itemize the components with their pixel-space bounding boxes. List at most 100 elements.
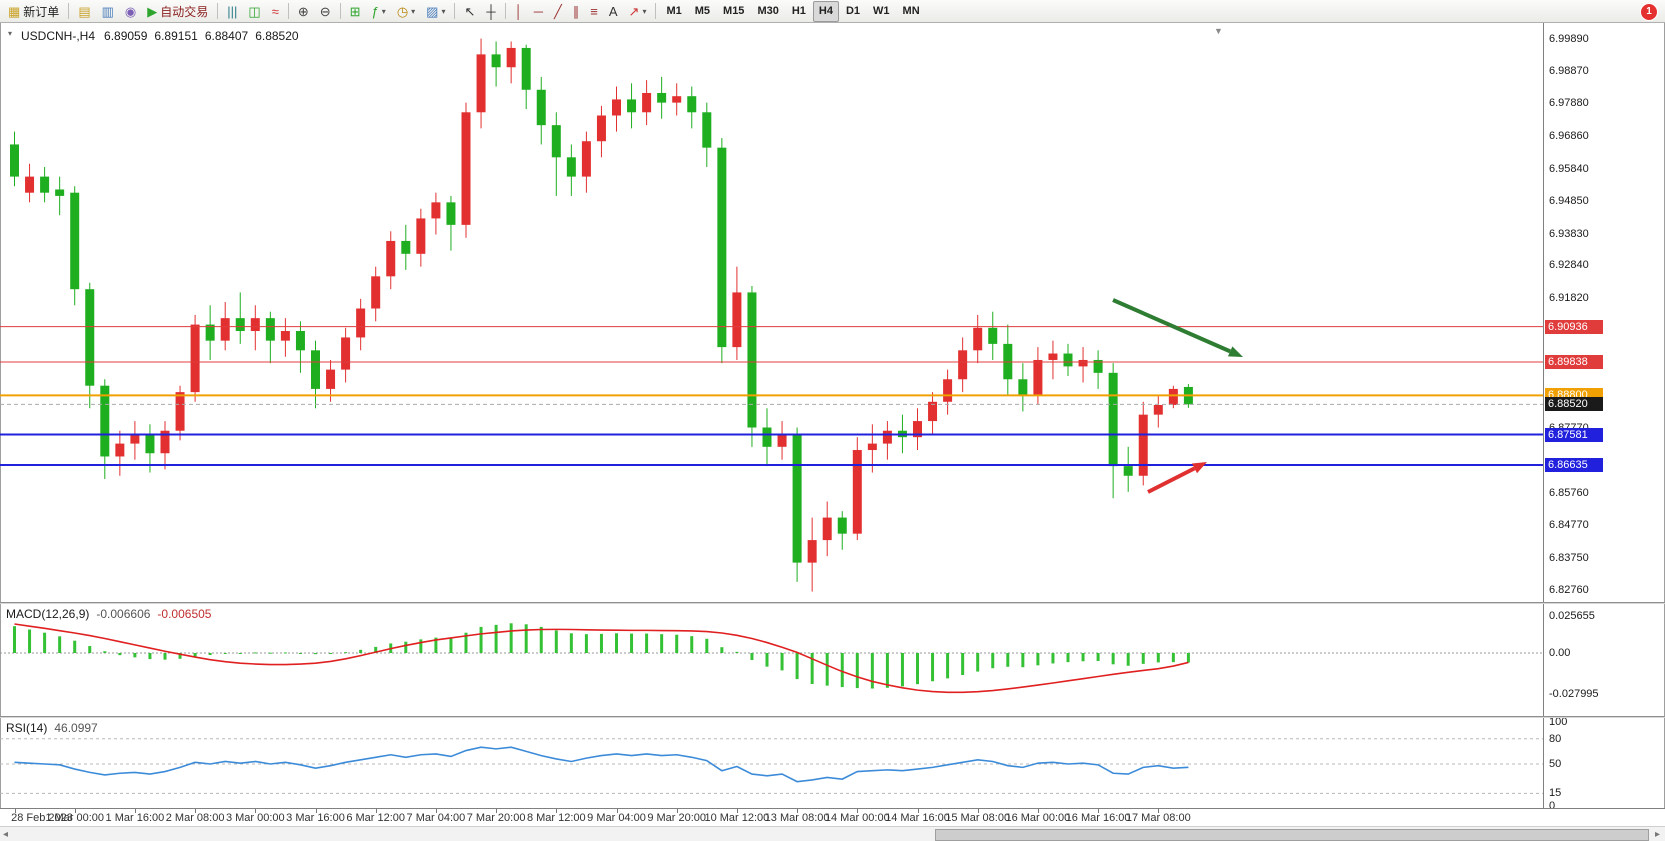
timeframe-mn-button[interactable]: MN [897, 1, 926, 22]
price-tick-label: 6.85760 [1549, 487, 1589, 500]
horizontal-scrollbar[interactable]: ◂ ▸ [0, 826, 1665, 841]
play-icon: ▶ [147, 3, 158, 19]
time-axis-label: 14 Mar 00:00 [824, 812, 890, 824]
data-window-button[interactable]: ▥ [97, 1, 119, 22]
arrows-button[interactable]: ↗ ▾ [624, 1, 652, 22]
time-axis-label: 28 Feb 2023 [11, 812, 73, 824]
time-axis-tick [315, 809, 317, 813]
toolbar-separator [287, 3, 289, 19]
one-click-trading-icon[interactable]: ▾ [8, 29, 13, 38]
notification-badge[interactable]: 1 [1640, 3, 1658, 21]
timeframe-m30-button[interactable]: M30 [751, 1, 784, 22]
macd-signal-value: -0.006505 [157, 607, 212, 621]
horizontal-line-button[interactable]: ─ [529, 1, 548, 22]
new-order-button-label: 新订单 [23, 4, 60, 19]
line-chart-icon: ≈ [271, 3, 279, 19]
timeframe-m15-button[interactable]: M15 [717, 1, 750, 22]
time-axis-tick [74, 809, 76, 813]
time-axis-tick [375, 809, 377, 813]
scrollbar-thumb[interactable] [935, 829, 1649, 841]
rsi-line [14, 746, 1189, 783]
time-axis-label: 10 Mar 12:00 [704, 812, 770, 824]
templates-button[interactable]: ▨ ▾ [421, 1, 450, 22]
help-icon: ◉ [124, 3, 137, 19]
zoom-in-icon: ⊕ [297, 3, 309, 19]
price-tick-label: 6.94850 [1549, 194, 1589, 207]
toolbar-separator [68, 3, 70, 19]
price-axis[interactable]: 6.99890 6.98870 6.97880 6.96860 6.95840 6.948… [1543, 23, 1664, 812]
time-axis-label: 2 Mar 08:00 [165, 812, 225, 824]
price-tick-label: 6.95840 [1549, 162, 1589, 175]
timeframe-w1-button[interactable]: W1 [867, 1, 896, 22]
main-chart-canvas[interactable] [0, 23, 1543, 602]
arrows-icon: ↗ [628, 3, 640, 19]
time-axis-label: 1 Mar 00:00 [45, 812, 105, 824]
arrow-annotations[interactable] [1112, 298, 1243, 494]
help-button[interactable]: ◉ [120, 1, 141, 22]
channel-button[interactable]: ∥ [568, 1, 585, 22]
candlestick-chart-button[interactable]: ◫ [243, 1, 265, 22]
time-axis-label: 9 Mar 20:00 [647, 812, 707, 824]
price-tick-label: 6.91820 [1549, 292, 1589, 305]
fibonacci-button[interactable]: ≡ [585, 1, 603, 22]
timeframe-m30-button-label: M30 [757, 5, 779, 17]
scroll-left-icon[interactable]: ◂ [3, 829, 9, 840]
timeframe-h1-button-label: H1 [791, 5, 806, 17]
crosshair-button[interactable]: ┼ [481, 1, 500, 22]
caret-down-icon: ▾ [441, 6, 446, 16]
macd-panel-canvas[interactable] [0, 604, 1543, 716]
price-tick-label: 6.92840 [1549, 259, 1589, 272]
time-axis-label: 6 Mar 12:00 [346, 812, 406, 824]
rsi-panel-canvas[interactable] [0, 718, 1543, 808]
zoom-out-button[interactable]: ⊖ [315, 1, 336, 22]
zoom-in-button[interactable]: ⊕ [293, 1, 314, 22]
rsi-value: 46.0997 [54, 721, 98, 735]
autotrading-button[interactable]: ▶ 自动交易 [142, 1, 213, 22]
timeframe-d1-button[interactable]: D1 [840, 1, 866, 22]
price-tick-label: 6.97880 [1549, 97, 1589, 110]
cursor-icon: ↖ [464, 3, 476, 19]
horizontal-line-icon: ─ [533, 3, 543, 19]
time-axis-label: 8 Mar 12:00 [526, 812, 586, 824]
time-axis-tick [797, 809, 799, 813]
vertical-line-button[interactable]: │ [510, 1, 528, 22]
time-axis-tick [195, 809, 197, 813]
timeframe-m5-button[interactable]: M5 [689, 1, 716, 22]
timeframe-mn-button-label: MN [902, 5, 920, 17]
tile-windows-button[interactable]: ⊞ [345, 1, 366, 22]
bars-chart-button[interactable]: ||| [222, 1, 242, 22]
green-down-arrow[interactable] [1112, 298, 1243, 357]
horizontal-level-lines[interactable] [0, 326, 1543, 466]
timeframe-h1-button[interactable]: H1 [786, 1, 812, 22]
layouts-button[interactable]: ▤ [73, 1, 95, 22]
caret-down-icon: ▾ [411, 6, 416, 16]
cursor-button[interactable]: ↖ [459, 1, 480, 22]
trendline-button[interactable]: ╱ [549, 1, 567, 22]
red-up-arrow[interactable] [1147, 462, 1207, 494]
zoom-out-icon: ⊖ [319, 3, 331, 19]
scroll-right-icon[interactable]: ▸ [1654, 829, 1660, 840]
chart-close-value: 6.88520 [255, 29, 299, 43]
macd-histogram [13, 623, 1190, 689]
macd-main-value: -0.006606 [96, 607, 151, 621]
indicators-button[interactable]: ƒ ▾ [367, 1, 391, 22]
price-badge: 6.87581 [1545, 427, 1603, 442]
timeframe-m1-button[interactable]: M1 [660, 1, 687, 22]
time-axis[interactable]: 28 Feb 2023 1 Mar 00:00 1 Mar 16:00 2 Mar 0… [0, 808, 1665, 826]
periods-button[interactable]: ◷ ▾ [392, 1, 420, 22]
candlesticks [10, 38, 1193, 592]
line-chart-button[interactable]: ≈ [267, 1, 284, 22]
time-axis-tick [857, 809, 859, 813]
timeframe-h4-button[interactable]: H4 [812, 0, 839, 22]
new-order-button[interactable]: ▦ 新订单 [3, 1, 64, 22]
chart-shift-marker-icon[interactable]: ▼ [1214, 26, 1223, 36]
panel-separator[interactable] [0, 602, 1665, 604]
text-button[interactable]: A [604, 1, 623, 22]
timeframe-m1-button-label: M1 [666, 5, 682, 17]
price-tick-label: 6.82760 [1549, 583, 1589, 596]
chart-high-value: 6.89151 [154, 29, 198, 43]
panel-separator[interactable] [0, 716, 1665, 718]
time-axis-tick [917, 809, 919, 813]
time-axis-label: 7 Mar 20:00 [466, 812, 526, 824]
new-order-icon: ▦ [8, 3, 21, 19]
